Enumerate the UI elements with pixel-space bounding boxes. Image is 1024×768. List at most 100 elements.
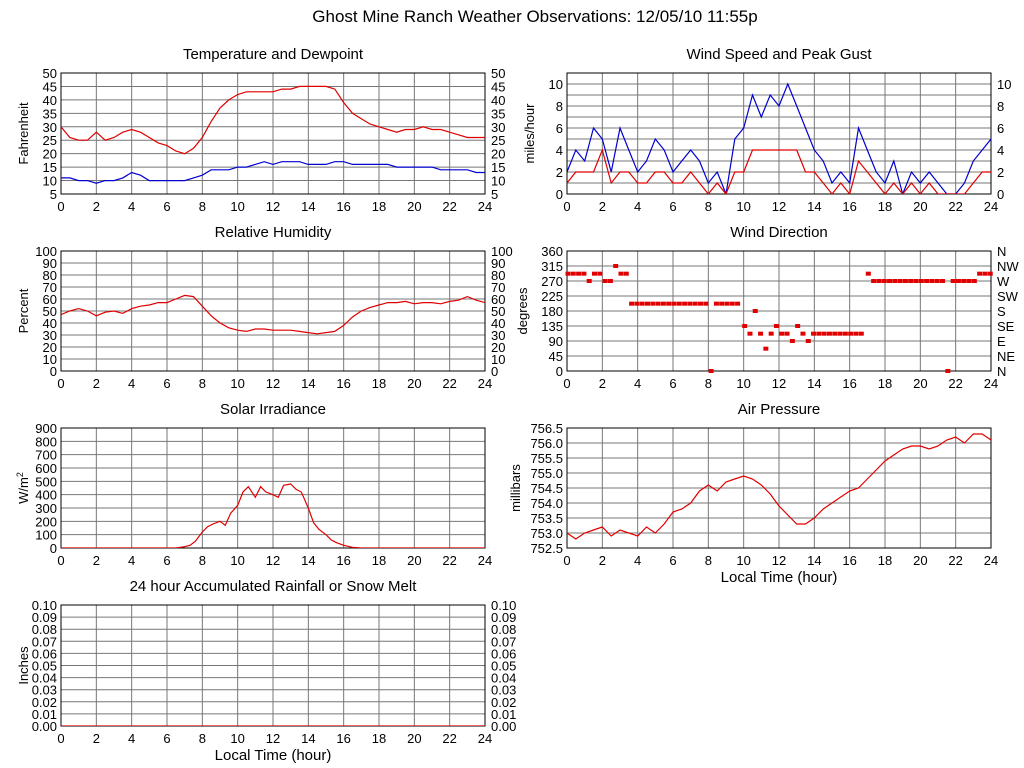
direction-point bbox=[724, 301, 730, 306]
humidity-ytick-label: 0 bbox=[50, 364, 57, 379]
direction-point bbox=[897, 279, 903, 283]
direction-point bbox=[773, 324, 779, 328]
temp-right-tick-label: 25 bbox=[491, 133, 505, 148]
direction-xtick-label: 0 bbox=[563, 376, 570, 391]
direction-xtick-label: 4 bbox=[634, 376, 641, 391]
rain-xtick-label: 2 bbox=[93, 731, 100, 746]
pressure-xtick-label: 8 bbox=[705, 553, 712, 568]
humidity-xtick-label: 2 bbox=[93, 376, 100, 391]
direction-point bbox=[698, 301, 703, 306]
humidity-right-tick-label: 10 bbox=[491, 352, 505, 367]
direction-ytick-label: 180 bbox=[541, 304, 563, 319]
direction-point bbox=[826, 331, 832, 336]
humidity-ytick-label: 80 bbox=[43, 268, 57, 283]
wind-xtick-label: 24 bbox=[984, 199, 998, 214]
temp-right-tick-label: 50 bbox=[491, 66, 505, 81]
rain-ytick-label: 0.01 bbox=[32, 707, 57, 722]
direction-point bbox=[955, 279, 961, 283]
pressure-xtick-label: 6 bbox=[669, 553, 676, 568]
wind-xtick-label: 12 bbox=[772, 199, 786, 214]
pressure-xtick-label: 4 bbox=[634, 553, 641, 568]
wind-xtick-label: 22 bbox=[948, 199, 962, 214]
pressure-xtick-label: 2 bbox=[599, 553, 606, 568]
solar-xtick-label: 12 bbox=[266, 553, 280, 568]
temp-ytick-label: 25 bbox=[43, 133, 57, 148]
temp-right-tick-label: 35 bbox=[491, 106, 505, 121]
temp-right-tick-label: 20 bbox=[491, 147, 505, 162]
direction-point bbox=[913, 279, 919, 283]
humidity-xtick-label: 16 bbox=[336, 376, 350, 391]
temp-right-tick-label: 15 bbox=[491, 160, 505, 175]
solar-xtick-label: 18 bbox=[372, 553, 386, 568]
direction-point bbox=[821, 331, 827, 336]
direction-point bbox=[666, 301, 672, 306]
pressure-ytick-label: 756.5 bbox=[530, 421, 563, 436]
pressure-xtick-label: 24 bbox=[984, 553, 998, 568]
direction-point bbox=[660, 301, 666, 306]
direction-point bbox=[800, 331, 806, 336]
solar-ytick-label: 400 bbox=[35, 488, 57, 503]
pressure-title: Air Pressure bbox=[738, 401, 821, 418]
rain-right-tick-label: 0.05 bbox=[491, 659, 516, 674]
direction-point bbox=[607, 279, 613, 283]
pressure-ytick-label: 754.5 bbox=[530, 481, 563, 496]
pressure-xtick-label: 0 bbox=[563, 553, 570, 568]
direction-point bbox=[934, 279, 940, 283]
humidity-xtick-label: 6 bbox=[163, 376, 170, 391]
humidity-xtick-label: 14 bbox=[301, 376, 315, 391]
wind-right-tick-label: 6 bbox=[997, 121, 1004, 136]
wind-xtick-label: 2 bbox=[599, 199, 606, 214]
pressure-plot-frame bbox=[566, 427, 992, 549]
temp-xtick-label: 2 bbox=[93, 199, 100, 214]
rain-ylabel: Inches bbox=[16, 646, 31, 685]
rain-ytick-label: 0.06 bbox=[32, 646, 57, 661]
solar-xtick-label: 2 bbox=[93, 553, 100, 568]
direction-ytick-label: 135 bbox=[541, 319, 563, 334]
direction-point bbox=[858, 331, 864, 336]
direction-point bbox=[987, 271, 993, 276]
temp-xtick-label: 14 bbox=[301, 199, 315, 214]
wind-xtick-label: 20 bbox=[913, 199, 927, 214]
direction-point bbox=[837, 331, 843, 336]
temp-xtick-label: 0 bbox=[57, 199, 64, 214]
direction-point bbox=[671, 301, 677, 306]
pressure-xtick-label: 14 bbox=[807, 553, 821, 568]
temp-plot-frame bbox=[60, 72, 486, 195]
humidity-xtick-label: 12 bbox=[266, 376, 280, 391]
solar-xtick-label: 6 bbox=[163, 553, 170, 568]
humidity-xtick-label: 0 bbox=[57, 376, 64, 391]
direction-ytick-label: 225 bbox=[541, 289, 563, 304]
wind-series-line-1 bbox=[567, 148, 991, 194]
direction-right-tick-label: NW bbox=[997, 259, 1019, 274]
direction-point bbox=[881, 279, 887, 283]
direction-point bbox=[703, 301, 709, 306]
rain-ytick-label: 0.02 bbox=[32, 695, 57, 710]
direction-ytick-label: 90 bbox=[549, 334, 563, 349]
direction-point bbox=[924, 279, 930, 283]
pressure-xlabel: Local Time (hour) bbox=[721, 569, 838, 586]
humidity-right-tick-label: 20 bbox=[491, 340, 505, 355]
direction-point bbox=[758, 331, 764, 336]
direction-point bbox=[752, 309, 758, 313]
humidity-xtick-label: 22 bbox=[442, 376, 456, 391]
humidity-xtick-label: 18 bbox=[372, 376, 386, 391]
direction-point bbox=[795, 324, 801, 328]
direction-point bbox=[961, 279, 967, 283]
direction-point bbox=[971, 279, 977, 283]
temp-ytick-label: 30 bbox=[43, 120, 57, 135]
direction-point bbox=[623, 271, 629, 276]
rain-right-tick-label: 0.04 bbox=[491, 671, 516, 686]
direction-point bbox=[650, 301, 656, 306]
temp-right-tick-label: 30 bbox=[491, 120, 505, 135]
humidity-right-tick-label: 60 bbox=[491, 292, 505, 307]
rain-right-tick-label: 0.07 bbox=[491, 634, 516, 649]
pressure-xtick-label: 18 bbox=[878, 553, 892, 568]
page-title: Ghost Mine Ranch Weather Observations: 1… bbox=[312, 7, 758, 26]
direction-ytick-label: 315 bbox=[541, 259, 563, 274]
rain-ytick-label: 0.08 bbox=[32, 622, 57, 637]
rain-right-tick-label: 0.00 bbox=[491, 719, 516, 734]
direction-point bbox=[729, 301, 735, 306]
